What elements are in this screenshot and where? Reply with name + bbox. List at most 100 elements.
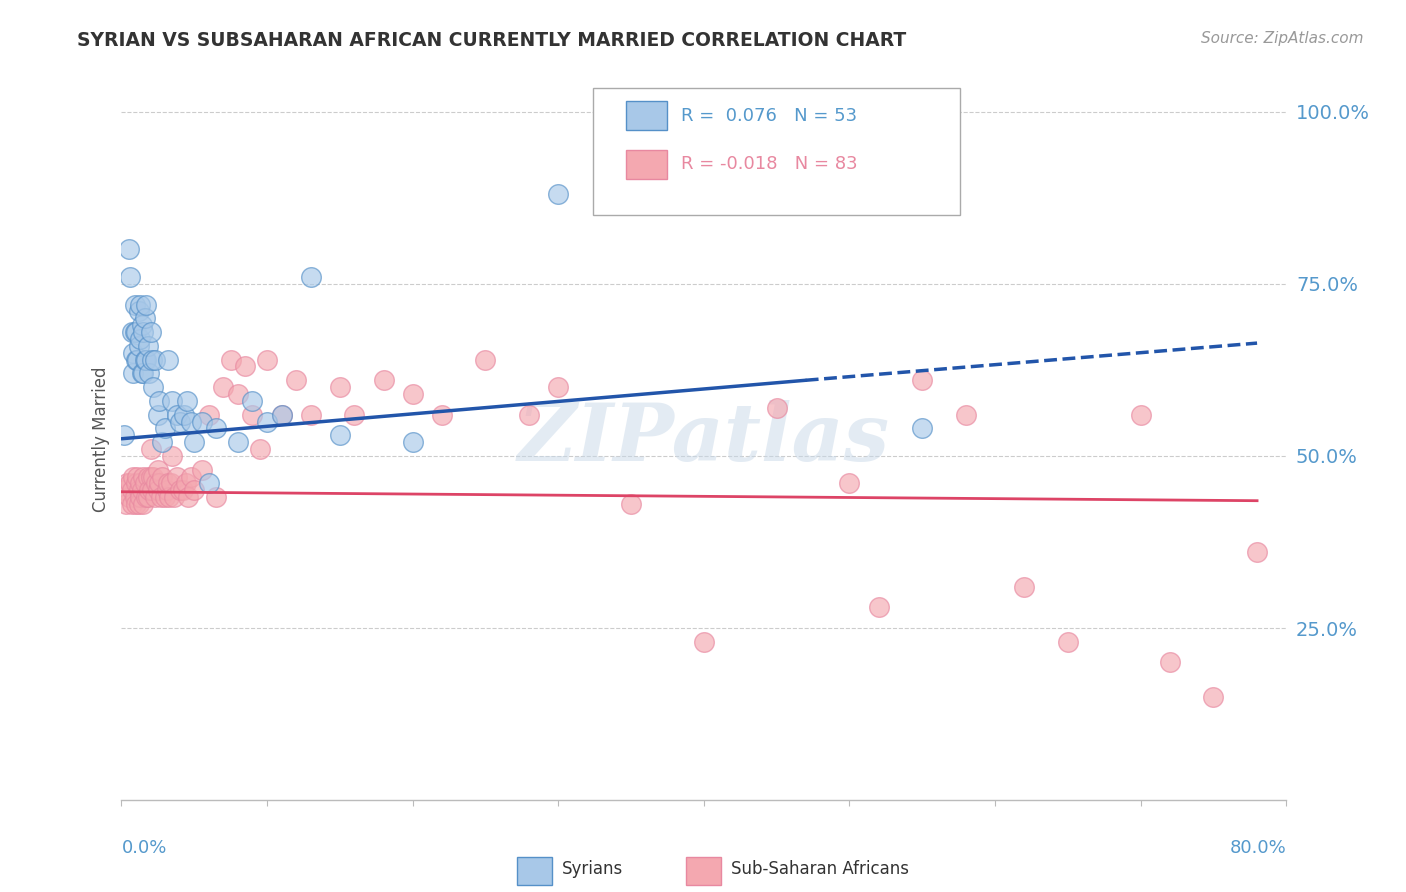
Point [329,428,352,442]
Point [242,408,264,422]
Point [128,483,150,498]
Point [955,408,977,422]
Point [124,325,146,339]
Point [157,476,180,491]
Point [131,483,153,498]
Point [166,408,188,422]
Point [118,243,141,257]
Point [142,380,165,394]
Y-axis label: Currently Married: Currently Married [93,366,110,511]
Point [270,408,292,422]
Point [134,352,156,367]
Point [183,483,205,498]
Point [132,367,155,381]
Point [1202,690,1225,704]
Point [205,490,228,504]
Point [117,476,139,491]
Point [148,393,170,408]
Point [198,408,221,422]
Point [176,393,198,408]
Point [112,483,135,498]
Point [121,325,143,339]
Point [132,497,155,511]
Point [226,435,249,450]
Point [180,469,202,483]
Point [190,463,212,477]
Point [1246,545,1268,559]
Text: Sub-Saharan Africans: Sub-Saharan Africans [731,860,908,878]
Point [149,490,172,504]
FancyBboxPatch shape [626,102,666,130]
Point [135,297,157,311]
Text: ZIPatlas: ZIPatlas [517,400,890,477]
Point [136,469,159,483]
Point [120,270,142,285]
Point [256,352,278,367]
Point [143,490,166,504]
Point [127,352,149,367]
Point [162,393,184,408]
Text: R = -0.018   N = 83: R = -0.018 N = 83 [681,155,858,173]
Point [765,401,787,415]
Point [547,187,569,202]
Point [212,380,235,394]
Point [142,469,165,483]
Point [911,373,934,387]
Point [139,469,162,483]
Point [146,408,169,422]
Point [139,325,162,339]
Point [121,497,143,511]
Point [146,463,169,477]
Point [517,408,540,422]
Point [233,359,256,374]
Point [169,483,191,498]
Point [299,270,322,285]
Point [155,483,177,498]
Point [128,304,150,318]
Point [129,332,152,346]
Point [474,352,496,367]
Point [163,490,186,504]
Point [139,442,162,456]
Point [242,393,264,408]
Point [183,435,205,450]
Point [373,373,395,387]
Point [256,415,278,429]
Point [124,490,146,504]
Point [226,387,249,401]
Point [173,408,195,422]
Point [141,352,163,367]
FancyBboxPatch shape [626,150,666,178]
Point [172,483,194,498]
Point [135,490,157,504]
Point [125,497,148,511]
Point [160,476,183,491]
Point [547,380,569,394]
Point [125,325,148,339]
Text: Source: ZipAtlas.com: Source: ZipAtlas.com [1201,31,1364,46]
Point [157,352,180,367]
Point [299,408,322,422]
Point [1056,634,1078,648]
Point [125,476,148,491]
Point [329,380,352,394]
Point [430,408,453,422]
Point [153,421,176,435]
Point [401,435,423,450]
Point [169,415,191,429]
Point [132,325,155,339]
Point [135,352,157,367]
Point [134,476,156,491]
Point [162,449,184,463]
Point [125,352,148,367]
Point [122,469,145,483]
Point [131,318,153,333]
Point [153,490,176,504]
Point [838,476,860,491]
FancyBboxPatch shape [517,857,553,885]
Point [1129,408,1152,422]
Point [148,476,170,491]
Point [174,476,197,491]
Point [114,497,136,511]
Point [143,352,166,367]
